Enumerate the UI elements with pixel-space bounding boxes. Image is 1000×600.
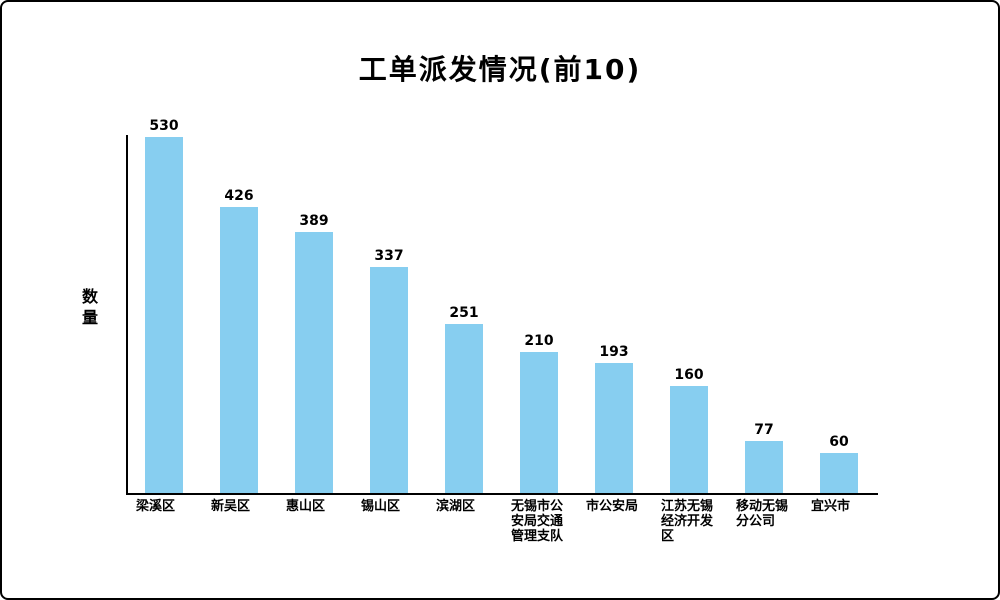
bar[interactable] [670, 386, 708, 493]
bar[interactable] [820, 453, 858, 493]
x-category-label: 江苏无锡经济开发区 [661, 499, 714, 544]
bar[interactable] [145, 137, 183, 493]
y-axis-line [126, 135, 128, 495]
bar[interactable] [445, 324, 483, 493]
x-category-label: 惠山区 [286, 499, 326, 514]
x-category-label: 移动无锡分公司 [736, 499, 789, 529]
x-category-label: 滨湖区 [436, 499, 476, 514]
bar-value-label: 251 [449, 305, 479, 321]
bar-value-label: 389 [299, 213, 329, 229]
x-category-label: 宜兴市 [811, 499, 851, 514]
x-category-label: 新吴区 [211, 499, 251, 514]
bar[interactable] [220, 207, 258, 493]
x-category-label: 锡山区 [361, 499, 401, 514]
x-category-label: 梁溪区 [136, 499, 176, 514]
bar[interactable] [295, 232, 333, 493]
bar-value-label: 210 [524, 333, 554, 349]
bar[interactable] [595, 363, 633, 493]
x-category-label: 市公安局 [586, 499, 639, 514]
bar-value-label: 530 [149, 118, 179, 134]
bar-value-label: 426 [224, 188, 254, 204]
bar-value-label: 160 [674, 367, 704, 383]
x-axis-line [126, 493, 878, 495]
bar[interactable] [370, 267, 408, 493]
bar-value-label: 60 [829, 434, 849, 450]
bar-value-label: 77 [754, 422, 774, 438]
bar[interactable] [745, 441, 783, 493]
bar-value-label: 193 [599, 344, 629, 360]
bar[interactable] [520, 352, 558, 493]
chart-title: 工单派发情况(前10) [358, 53, 642, 86]
x-category-label: 无锡市公安局交通管理支队 [511, 499, 564, 544]
bar-value-label: 337 [374, 248, 404, 264]
y-axis-label: 数量 [79, 288, 98, 330]
